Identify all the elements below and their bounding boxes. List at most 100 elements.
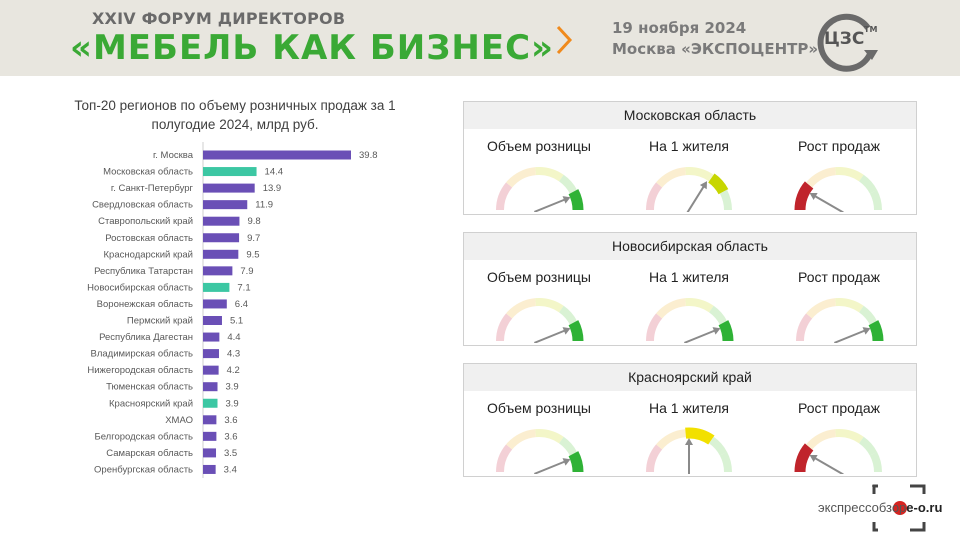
bar bbox=[203, 150, 351, 160]
category-label: г. Москва bbox=[153, 150, 194, 161]
bar bbox=[203, 382, 218, 392]
gauge-needle bbox=[533, 197, 568, 212]
region-panel: Новосибирская область Объем розницы На 1 ж… bbox=[463, 232, 917, 346]
category-label: Свердловская область bbox=[92, 200, 193, 211]
data-label: 3.9 bbox=[226, 398, 239, 409]
gauge-segment bbox=[568, 320, 584, 342]
gauge-segment bbox=[506, 167, 537, 188]
gauge-needle-head bbox=[685, 438, 693, 445]
bar bbox=[203, 448, 217, 458]
gauge-label: Объем розницы bbox=[487, 269, 591, 285]
bar bbox=[203, 299, 227, 309]
gauge-needle-head bbox=[562, 327, 571, 335]
category-label: Владимирская область bbox=[91, 349, 194, 360]
category-label: Красноярский край bbox=[109, 398, 193, 409]
gauge-label: На 1 жителя bbox=[649, 400, 729, 416]
logo-text: ЦЗС bbox=[824, 29, 864, 49]
bar bbox=[203, 266, 233, 276]
gauge-segment bbox=[868, 320, 884, 342]
gauge-needle bbox=[683, 328, 718, 343]
watermark-text-right: e-o.ru bbox=[906, 500, 943, 515]
gauge-segment bbox=[719, 189, 732, 211]
gauge-label: Объем розницы bbox=[487, 138, 591, 154]
bar bbox=[203, 332, 220, 342]
gauge-segment bbox=[835, 167, 864, 182]
bar bbox=[203, 464, 216, 474]
gauge-needle bbox=[833, 328, 868, 343]
gauge-segment bbox=[707, 173, 729, 195]
gauge-needle bbox=[812, 194, 844, 212]
region-panel-title: Новосибирская область bbox=[464, 233, 916, 260]
event-place: Москва «ЭКСПОЦЕНТР» bbox=[612, 40, 819, 58]
gauge-segment bbox=[558, 436, 577, 456]
gauge-segment bbox=[656, 298, 687, 319]
gauge-needle-head bbox=[862, 327, 871, 335]
data-label: 3.6 bbox=[224, 431, 237, 442]
gauge-meter bbox=[496, 167, 584, 212]
category-label: ХМАО bbox=[165, 415, 193, 426]
gauge-meter bbox=[496, 298, 584, 343]
gauge-label: Объем розницы bbox=[487, 400, 591, 416]
data-label: 11.9 bbox=[255, 200, 273, 211]
data-label: 13.9 bbox=[263, 183, 282, 194]
category-label: Воронежская область bbox=[97, 299, 193, 310]
gauge-segment bbox=[858, 174, 877, 194]
category-label: Краснодарский край bbox=[104, 249, 193, 260]
gauge-needle bbox=[533, 459, 568, 474]
gauge-segment bbox=[858, 436, 877, 456]
data-label: 7.9 bbox=[240, 266, 253, 277]
bar bbox=[203, 249, 239, 259]
bar bbox=[203, 316, 222, 325]
gauge-segment bbox=[568, 189, 584, 211]
watermark-text: экспрессобзорe-o.ru bbox=[818, 500, 942, 515]
gauge-needle-head bbox=[712, 327, 721, 335]
gauge-segment bbox=[506, 429, 537, 450]
gauge-segment bbox=[835, 429, 864, 444]
bar bbox=[203, 398, 218, 408]
gauge-segment bbox=[806, 429, 837, 450]
gauge-segment bbox=[535, 429, 564, 444]
gauge-meter bbox=[796, 298, 884, 343]
gauge-segment bbox=[858, 305, 877, 325]
watermark-frame-icon bbox=[872, 484, 926, 532]
gauge-segment bbox=[806, 298, 837, 319]
gauge-segment bbox=[718, 320, 734, 342]
bar bbox=[203, 183, 255, 193]
gauge-segment bbox=[794, 181, 814, 211]
forum-title: «МЕБЕЛЬ КАК БИЗНЕС» bbox=[70, 28, 555, 68]
chart-title: Топ-20 регионов по объему розничных прод… bbox=[74, 98, 396, 132]
bar bbox=[203, 349, 219, 359]
gauge-needle-head bbox=[562, 458, 571, 466]
bar-chart: г. Москва 39.8 Московская область 14.4 г. Са… bbox=[87, 142, 378, 478]
gauge-segment bbox=[835, 298, 864, 313]
category-label: Пермский край bbox=[127, 316, 193, 327]
gauge-segment bbox=[646, 444, 663, 473]
gauge-segment bbox=[794, 443, 814, 473]
bar bbox=[203, 216, 240, 226]
event-date: 19 ноября 2024 bbox=[612, 19, 747, 37]
gauge-segment bbox=[685, 298, 714, 313]
category-label: Тюменская область bbox=[106, 382, 193, 393]
category-label: Оренбургская область bbox=[94, 464, 193, 475]
gauge-needle bbox=[533, 328, 568, 343]
category-label: Самарская область bbox=[106, 448, 193, 459]
bar bbox=[203, 167, 257, 177]
gauge-needle bbox=[686, 184, 706, 212]
data-label: 6.4 bbox=[235, 299, 248, 310]
gauge-segment bbox=[646, 182, 663, 211]
gauge-segment bbox=[685, 427, 715, 445]
gauge-needle bbox=[812, 456, 844, 474]
gauge-segment bbox=[656, 167, 687, 188]
bar bbox=[203, 282, 230, 292]
gauge-segment bbox=[656, 429, 687, 450]
bar bbox=[203, 431, 217, 441]
data-label: 4.3 bbox=[227, 349, 240, 360]
gauge-meter bbox=[496, 429, 584, 474]
gauge-label: На 1 жителя bbox=[649, 269, 729, 285]
gauge-meter bbox=[646, 427, 732, 474]
category-label: Ставропольский край bbox=[98, 216, 193, 227]
gauge-segment bbox=[535, 298, 564, 313]
data-label: 3.4 bbox=[224, 464, 237, 475]
category-label: Новосибирская область bbox=[87, 282, 193, 293]
gauge-meter bbox=[646, 298, 734, 343]
